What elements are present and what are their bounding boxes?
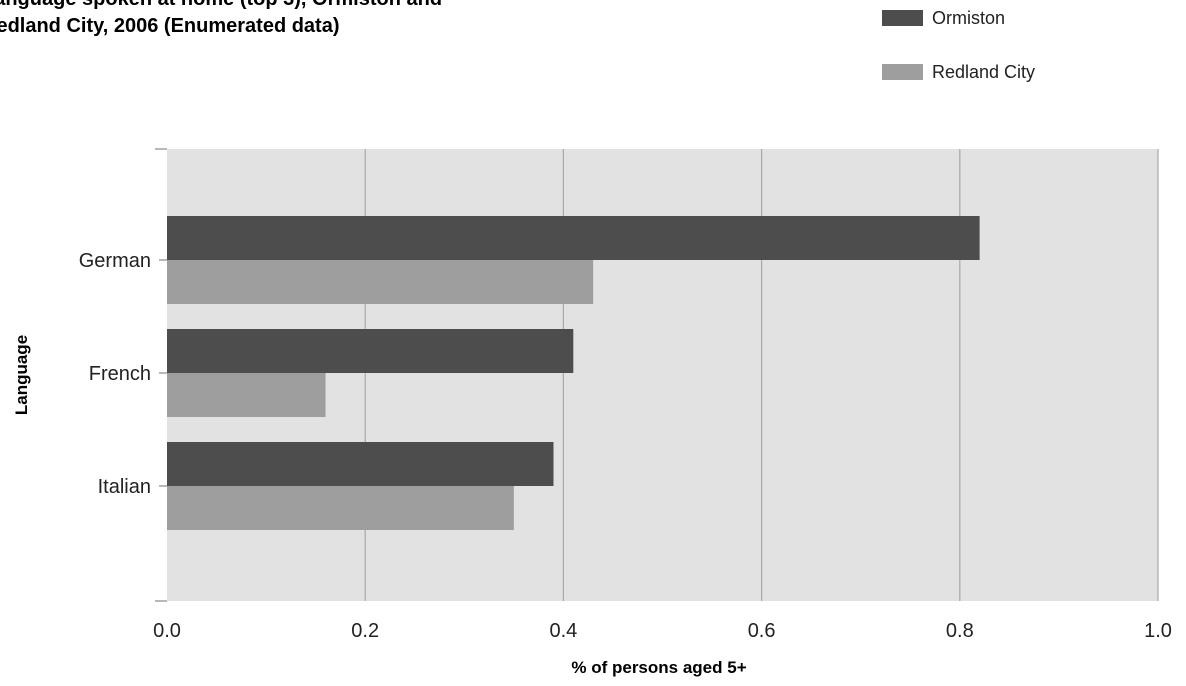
x-tick-label: 0.6 [748,620,776,642]
y-axis-label: Language [12,335,31,415]
bar-ormiston-french [167,329,574,373]
x-tick-label: 0.0 [153,620,181,642]
legend-label-ormiston: Ormiston [932,8,1006,28]
bar-ormiston-german [167,216,980,260]
legend-label-redland-city: Redland City [932,62,1036,82]
bar-ormiston-italian [167,442,554,486]
legend-swatch-ormiston [882,10,923,26]
x-tick-label: 0.8 [946,620,974,642]
x-tick-label: 0.4 [549,620,577,642]
legend-item-redland-city: Redland City [882,60,1102,84]
legend-item-ormiston: Ormiston [882,6,1102,30]
chart-title: Language spoken at home (top 3), Ormisto… [0,0,442,37]
legend-swatch-redland-city [882,64,923,80]
y-tick-label: French [89,363,151,385]
bar-redland-city-german [167,260,594,304]
x-tick-label: 1.0 [1144,620,1172,642]
y-tick-label: German [79,250,151,272]
x-axis-label: % of persons aged 5+ [571,658,746,677]
y-tick-label: Italian [98,476,151,498]
bar-redland-city-french [167,373,326,417]
x-tick-label: 0.2 [351,620,379,642]
bar-redland-city-italian [167,486,514,530]
